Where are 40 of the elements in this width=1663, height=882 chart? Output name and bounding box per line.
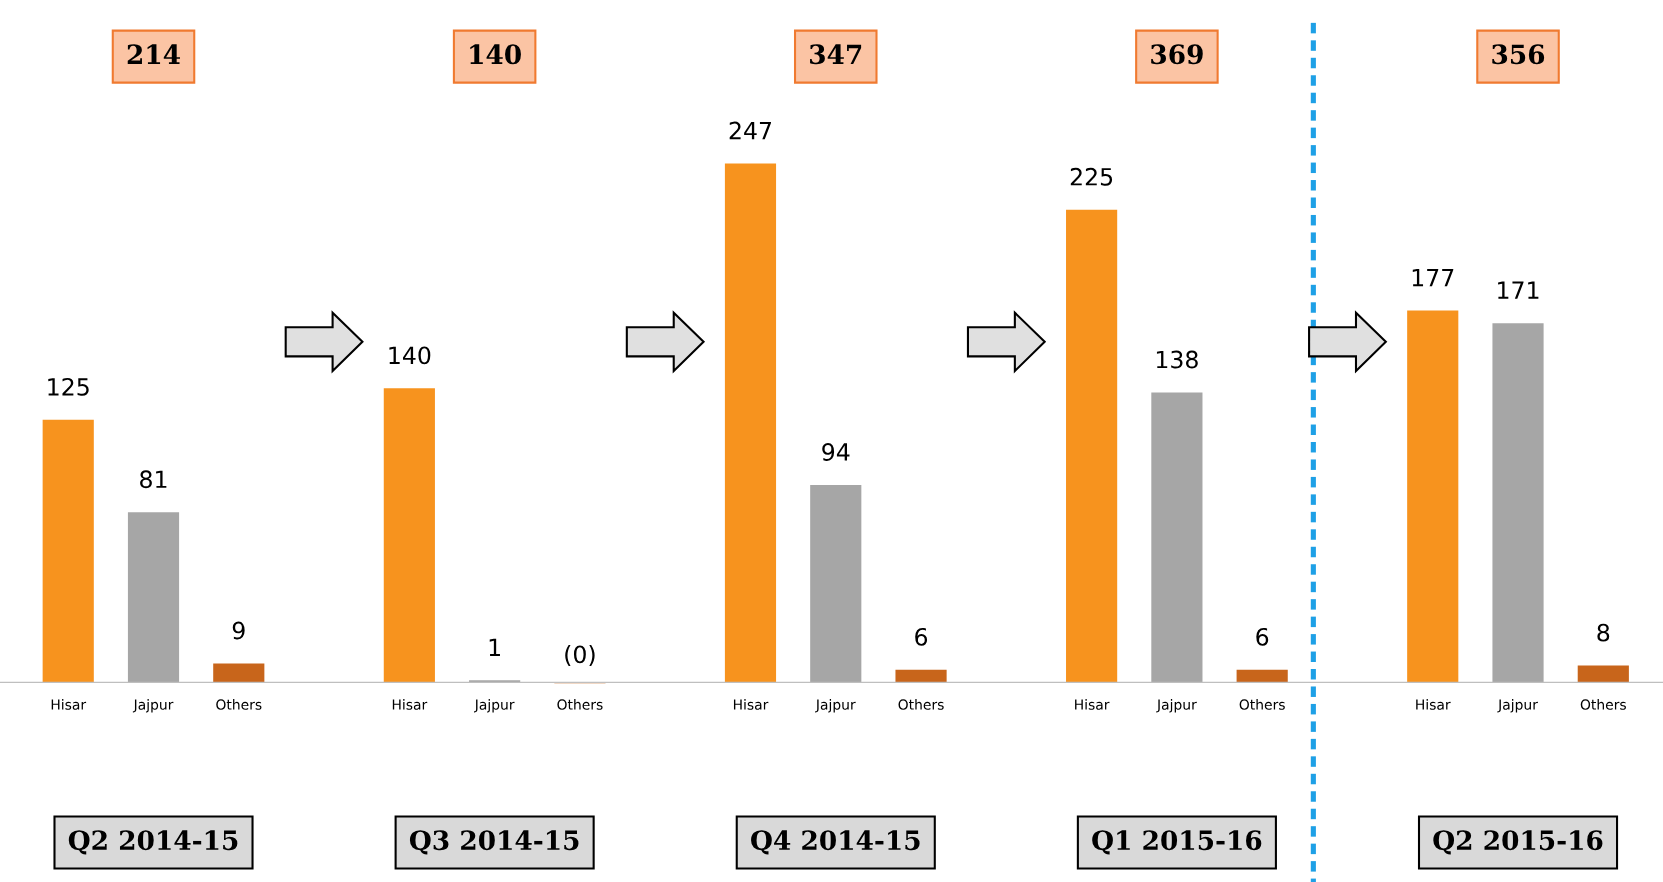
x-tick-label: Hisar: [1075, 699, 1110, 710]
x-tick-label: Hisar: [392, 699, 428, 710]
text: 369: [1151, 44, 1203, 65]
data-label: 81: [140, 470, 167, 489]
x-tick-label: Hisar: [733, 699, 769, 710]
data-label: 125: [48, 377, 89, 396]
data-label: 171: [1498, 281, 1539, 299]
x-tick-label: Jajpur: [1497, 699, 1538, 713]
text: 356: [1492, 44, 1545, 65]
x-tick-label: Others: [557, 699, 603, 710]
data-label: 140: [389, 346, 431, 365]
text: Q2 2014-15: [68, 830, 238, 855]
data-label: 138: [1156, 350, 1198, 369]
data-label: 247: [729, 121, 771, 140]
x-tick-label: Hisar: [1416, 699, 1451, 710]
x-tick-label: Others: [898, 699, 944, 710]
data-label: 6: [915, 627, 928, 646]
data-label: 225: [1070, 167, 1113, 186]
x-tick-label: Others: [1580, 699, 1626, 710]
data-label: (0): [565, 645, 595, 667]
x-tick-label: Others: [216, 699, 262, 710]
text: 140: [470, 44, 521, 65]
x-tick-label: Others: [1239, 699, 1285, 710]
text: Q3 2014-15: [409, 830, 579, 855]
x-tick-label: Hisar: [51, 699, 87, 710]
text: Q1 2015-16: [1092, 830, 1262, 855]
x-tick-label: Jajpur: [474, 699, 515, 713]
data-label: 1: [489, 638, 500, 656]
x-tick-label: Jajpur: [815, 699, 856, 713]
data-label: 9: [232, 621, 245, 640]
data-label: 177: [1412, 268, 1454, 287]
text: Q2 2015-16: [1433, 830, 1603, 855]
text: 347: [810, 44, 862, 65]
text: Q4 2014-15: [751, 830, 920, 855]
text: 214: [127, 44, 180, 64]
x-tick-label: Jajpur: [1156, 699, 1197, 713]
data-label: 8: [1597, 623, 1610, 642]
x-tick-label: Jajpur: [132, 699, 174, 713]
data-label: 6: [1256, 627, 1269, 646]
data-label: 94: [822, 443, 850, 461]
